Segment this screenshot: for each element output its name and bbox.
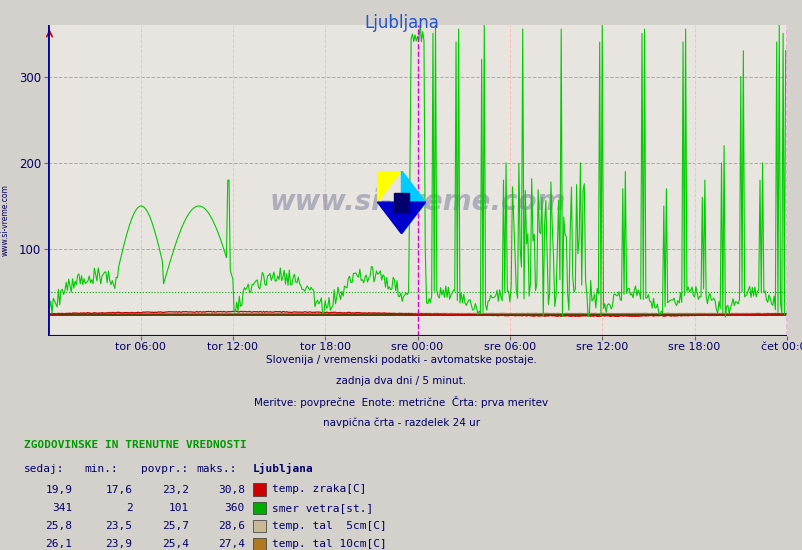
- Polygon shape: [394, 192, 408, 212]
- Text: 23,2: 23,2: [161, 485, 188, 494]
- Text: Ljubljana: Ljubljana: [363, 14, 439, 32]
- Text: www.si-vreme.com: www.si-vreme.com: [269, 188, 565, 216]
- Text: maks.:: maks.:: [196, 464, 237, 474]
- Text: navpična črta - razdelek 24 ur: navpična črta - razdelek 24 ur: [322, 417, 480, 428]
- Text: 28,6: 28,6: [217, 521, 245, 531]
- Text: temp. tal  5cm[C]: temp. tal 5cm[C]: [272, 521, 387, 531]
- Text: temp. tal 10cm[C]: temp. tal 10cm[C]: [272, 539, 387, 549]
- Text: www.si-vreme.com: www.si-vreme.com: [1, 184, 10, 256]
- Text: 19,9: 19,9: [45, 485, 72, 494]
- Text: 2: 2: [126, 503, 132, 513]
- Text: 30,8: 30,8: [217, 485, 245, 494]
- Text: sedaj:: sedaj:: [24, 464, 64, 474]
- Text: 17,6: 17,6: [105, 485, 132, 494]
- Text: 101: 101: [168, 503, 188, 513]
- Text: min.:: min.:: [84, 464, 118, 474]
- Polygon shape: [377, 170, 401, 202]
- Text: 25,8: 25,8: [45, 521, 72, 531]
- Text: Slovenija / vremenski podatki - avtomatske postaje.: Slovenija / vremenski podatki - avtomats…: [265, 355, 537, 365]
- Text: temp. zraka[C]: temp. zraka[C]: [272, 485, 367, 494]
- Text: 26,1: 26,1: [45, 539, 72, 549]
- Text: 27,4: 27,4: [217, 539, 245, 549]
- Polygon shape: [377, 202, 425, 234]
- Text: povpr.:: povpr.:: [140, 464, 188, 474]
- Text: 25,7: 25,7: [161, 521, 188, 531]
- Text: 23,5: 23,5: [105, 521, 132, 531]
- Polygon shape: [401, 170, 425, 234]
- Text: 25,4: 25,4: [161, 539, 188, 549]
- Text: smer vetra[st.]: smer vetra[st.]: [272, 503, 373, 513]
- Text: ZGODOVINSKE IN TRENUTNE VREDNOSTI: ZGODOVINSKE IN TRENUTNE VREDNOSTI: [24, 441, 246, 450]
- Text: Meritve: povprečne  Enote: metrične  Črta: prva meritev: Meritve: povprečne Enote: metrične Črta:…: [254, 396, 548, 408]
- Text: zadnja dva dni / 5 minut.: zadnja dva dni / 5 minut.: [336, 376, 466, 386]
- Text: 341: 341: [52, 503, 72, 513]
- Text: 23,9: 23,9: [105, 539, 132, 549]
- Text: 360: 360: [225, 503, 245, 513]
- Text: Ljubljana: Ljubljana: [253, 463, 314, 474]
